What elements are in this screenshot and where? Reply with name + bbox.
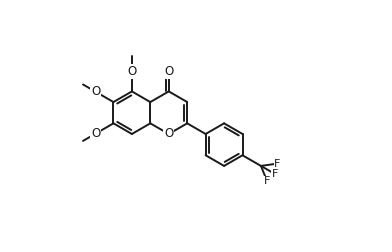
Text: F: F: [272, 169, 279, 179]
Text: O: O: [127, 65, 136, 78]
Text: O: O: [91, 127, 101, 140]
Text: F: F: [264, 176, 270, 186]
Text: O: O: [91, 85, 101, 99]
Text: F: F: [274, 159, 281, 169]
Text: O: O: [164, 65, 173, 78]
Text: O: O: [164, 128, 173, 140]
